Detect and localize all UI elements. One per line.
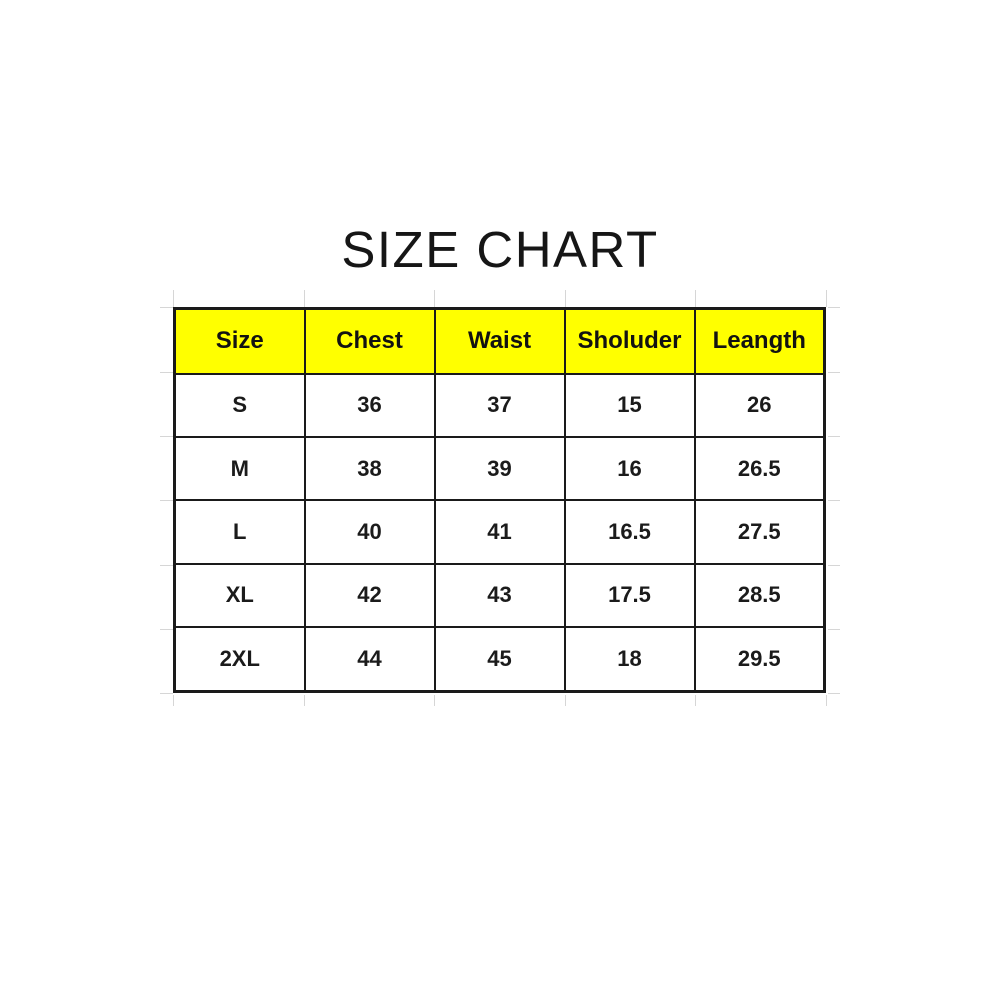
table-cell: 45 (433, 625, 566, 693)
faint-gridline-stub (303, 290, 305, 307)
faint-gridline-stub (173, 695, 174, 706)
table-cell: 26.5 (693, 435, 826, 502)
faint-gridline-stub (828, 564, 840, 566)
faint-gridline-stub (303, 695, 305, 706)
header-cell-shoulder: Sholuder (563, 307, 696, 375)
table-row-m: M 38 39 16 26.5 (173, 435, 826, 502)
faint-gridline-stub (160, 307, 173, 308)
faint-gridline-stub (828, 436, 840, 438)
faint-gridline-stub (695, 290, 697, 307)
table-cell: 29.5 (693, 625, 826, 693)
faint-gridline-stub (160, 564, 173, 566)
header-cell-length: Leangth (693, 307, 826, 375)
table-body: S 36 37 15 26 M 38 39 16 26.5 L 40 41 16… (173, 372, 826, 693)
faint-gridline-stub (828, 307, 840, 308)
table-cell: 36 (303, 372, 436, 438)
faint-gridline-stub (160, 372, 173, 373)
table-cell: 17.5 (563, 562, 696, 628)
faint-gridline-stub (826, 695, 827, 706)
table-cell: 26 (693, 372, 826, 438)
faint-gridline-stub (160, 628, 173, 630)
table-cell: 43 (433, 562, 566, 628)
faint-gridline-stub (828, 693, 840, 694)
table-cell: 40 (303, 499, 436, 565)
faint-gridline-stub (160, 693, 173, 694)
size-chart-table: Size Chest Waist Sholuder Leangth S 36 3… (173, 307, 826, 693)
faint-gridline-stub (173, 290, 174, 307)
table-cell: 15 (563, 372, 696, 438)
header-cell-size: Size (173, 307, 306, 375)
table-cell: 39 (433, 435, 566, 502)
table-row-l: L 40 41 16.5 27.5 (173, 499, 826, 565)
table-row-xl: XL 42 43 17.5 28.5 (173, 562, 826, 628)
faint-gridline-stub (695, 695, 697, 706)
row-label: L (173, 499, 306, 565)
table-cell: 16 (563, 435, 696, 502)
table-cell: 38 (303, 435, 436, 502)
row-label: M (173, 435, 306, 502)
table-row-2xl: 2XL 44 45 18 29.5 (173, 625, 826, 693)
row-label: S (173, 372, 306, 438)
row-label: XL (173, 562, 306, 628)
table-cell: 16.5 (563, 499, 696, 565)
faint-gridline-stub (828, 500, 840, 502)
faint-gridline-stub (826, 290, 827, 307)
faint-gridline-stub (564, 290, 566, 307)
row-label: 2XL (173, 625, 306, 693)
header-cell-chest: Chest (303, 307, 436, 375)
table-cell: 44 (303, 625, 436, 693)
faint-gridline-stub (160, 436, 173, 438)
table-cell: 41 (433, 499, 566, 565)
faint-gridline-stub (564, 695, 566, 706)
page-title: SIZE CHART (341, 221, 659, 278)
header-row: Size Chest Waist Sholuder Leangth (173, 307, 826, 375)
faint-gridline-stub (828, 372, 840, 373)
table-row-s: S 36 37 15 26 (173, 372, 826, 438)
table-header: Size Chest Waist Sholuder Leangth (173, 307, 826, 375)
header-cell-waist: Waist (433, 307, 566, 375)
faint-gridline-stub (828, 628, 840, 630)
table-cell: 42 (303, 562, 436, 628)
table-cell: 18 (563, 625, 696, 693)
faint-gridline-stub (160, 500, 173, 502)
table-cell: 28.5 (693, 562, 826, 628)
table-cell: 37 (433, 372, 566, 438)
table-cell: 27.5 (693, 499, 826, 565)
faint-gridline-stub (434, 695, 436, 706)
faint-gridline-stub (434, 290, 436, 307)
